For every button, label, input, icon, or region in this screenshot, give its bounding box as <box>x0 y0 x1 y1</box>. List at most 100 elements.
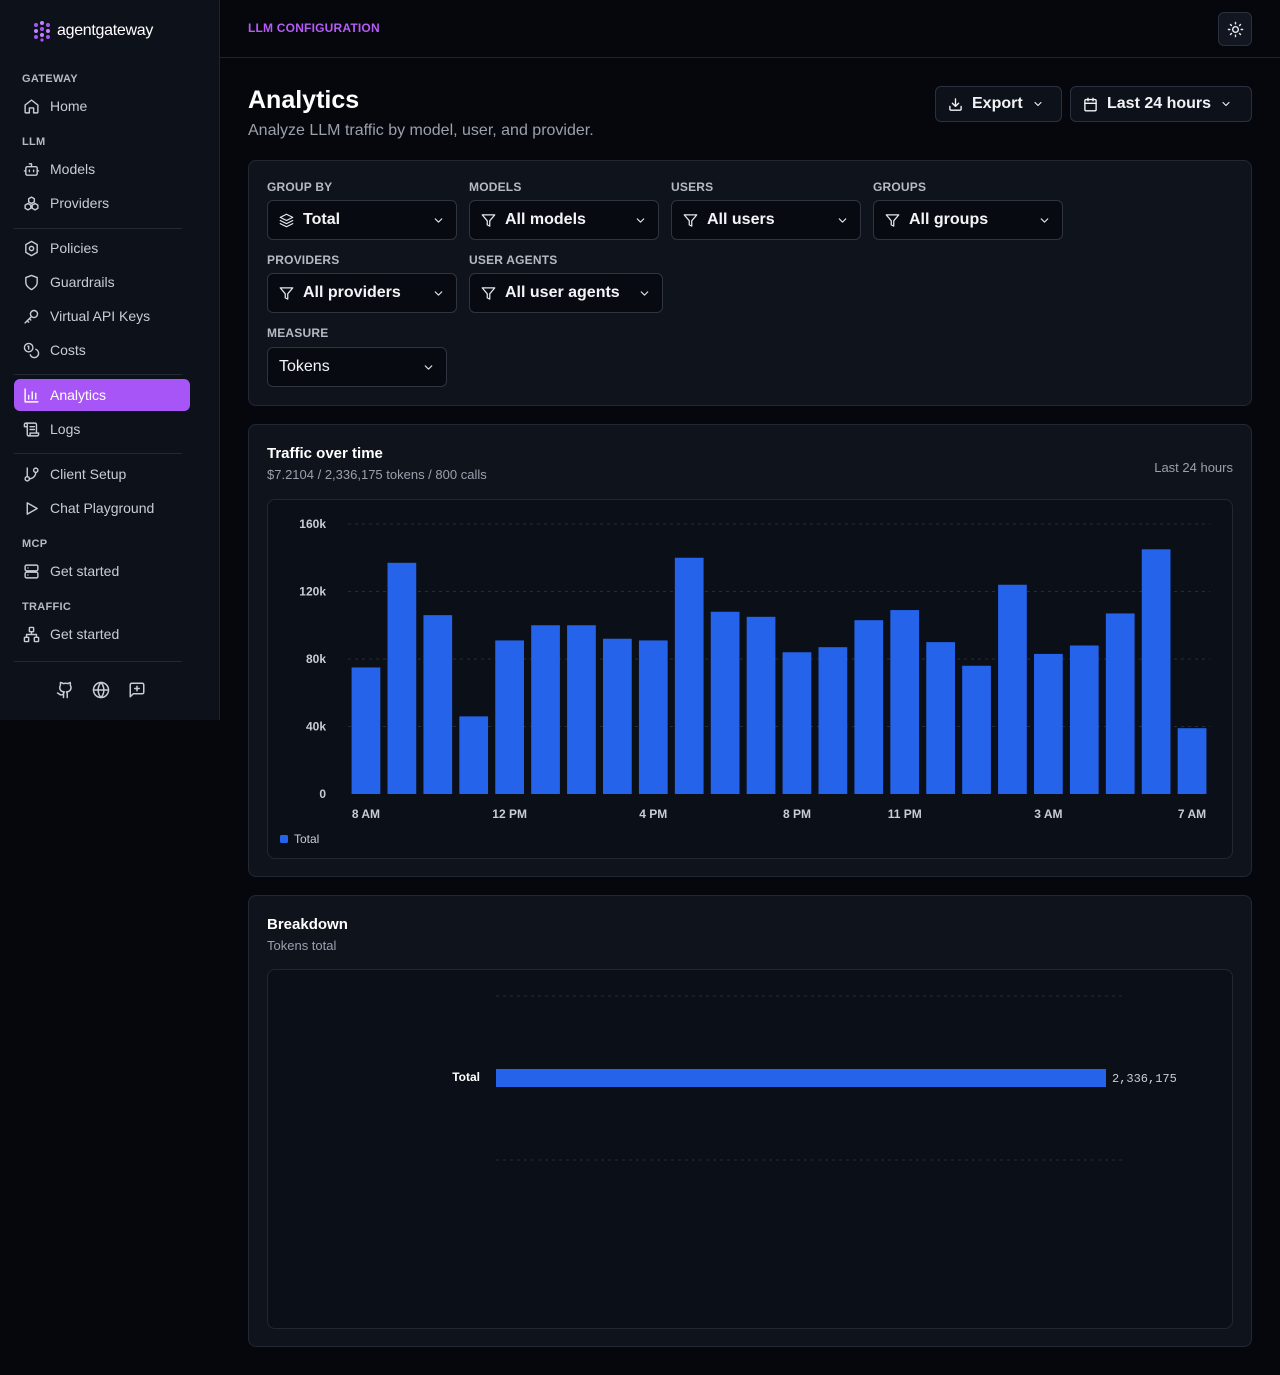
breakdown-title: Breakdown <box>267 916 348 933</box>
sidebar-item-guardrails[interactable]: Guardrails <box>14 266 190 298</box>
traffic-bar[interactable] <box>1177 728 1207 794</box>
traffic-bar[interactable] <box>1141 549 1171 794</box>
filter-icon <box>885 213 900 227</box>
filter-icon <box>481 213 496 227</box>
traffic-bar[interactable] <box>782 652 812 794</box>
breakdown-bar-chart: Total 2,336,175 <box>452 995 1177 1161</box>
traffic-bar[interactable] <box>531 625 560 794</box>
server-icon <box>24 563 39 579</box>
traffic-bar[interactable] <box>926 642 955 794</box>
bar-chart-icon <box>24 387 39 403</box>
breakdown-chart-container: Total 2,336,175 <box>267 969 1233 1329</box>
breakdown-bar[interactable] <box>496 1069 1106 1087</box>
globe-icon[interactable] <box>92 681 110 699</box>
groups-label: GROUPS <box>873 180 927 194</box>
measure-label: MEASURE <box>267 326 329 340</box>
traffic-bar[interactable] <box>746 616 776 794</box>
traffic-bar[interactable] <box>674 557 704 794</box>
traffic-bar[interactable] <box>854 620 884 794</box>
sidebar-item-traffic-get-started[interactable]: Get started <box>14 618 190 650</box>
sidebar-divider <box>14 453 182 454</box>
traffic-bar[interactable] <box>710 611 740 794</box>
traffic-bar[interactable] <box>459 716 489 794</box>
x-tick-label: 11 PM <box>888 807 922 821</box>
shield-icon <box>25 274 38 290</box>
users-select[interactable]: All users <box>671 200 861 240</box>
users-value: All users <box>707 211 775 228</box>
legend-swatch <box>280 835 288 843</box>
export-button[interactable]: Export <box>935 86 1062 122</box>
download-icon <box>949 97 962 111</box>
traffic-bar[interactable] <box>962 665 991 794</box>
groups-select[interactable]: All groups <box>873 200 1063 240</box>
chevron-down-icon <box>434 290 443 296</box>
github-icon[interactable] <box>56 681 74 699</box>
group-by-label: GROUP BY <box>267 180 333 194</box>
traffic-bar[interactable] <box>1105 613 1135 794</box>
x-tick-label: 8 AM <box>352 807 380 821</box>
group-by-value: Total <box>303 211 341 228</box>
sidebar-item-logs[interactable]: Logs <box>14 413 190 445</box>
measure-value: Tokens <box>279 358 330 375</box>
time-range-button[interactable]: Last 24 hours <box>1070 86 1252 122</box>
sidebar-item-virtual-api-keys[interactable]: Virtual API Keys <box>14 300 190 332</box>
traffic-range: Last 24 hours <box>1154 460 1233 475</box>
traffic-bar[interactable] <box>1034 653 1063 794</box>
sidebar-item-mcp-get-started[interactable]: Get started <box>14 555 190 587</box>
sidebar-item-label: Get started <box>50 563 120 579</box>
user-agents-value: All user agents <box>505 284 620 301</box>
models-select[interactable]: All models <box>469 200 659 240</box>
traffic-bar[interactable] <box>567 625 596 794</box>
sidebar-item-models[interactable]: Models <box>14 153 190 185</box>
sidebar-item-costs[interactable]: Costs <box>14 334 190 366</box>
filter-icon <box>481 286 496 300</box>
traffic-bar[interactable] <box>603 638 632 794</box>
traffic-chart-container: 0 40k 80k 120k 160k 8 AM 12 PM 4 PM 8 PM 11 PM 3 A… <box>267 499 1233 859</box>
feedback-icon[interactable] <box>128 681 146 699</box>
chevron-down-icon <box>424 364 433 370</box>
home-icon <box>24 98 39 114</box>
chevron-down-icon <box>434 217 443 223</box>
group-by-select[interactable]: Total <box>267 200 457 240</box>
providers-value: All providers <box>303 284 401 301</box>
traffic-bar-chart: 0 40k 80k 120k 160k 8 AM 12 PM 4 PM 8 PM 11 PM 3 A… <box>280 517 1210 846</box>
sidebar-item-policies[interactable]: Policies <box>14 232 190 264</box>
theme-toggle-button[interactable] <box>1218 12 1252 46</box>
chevron-down-icon <box>1222 101 1230 107</box>
network-icon <box>23 626 40 642</box>
traffic-bar[interactable] <box>351 667 381 794</box>
sidebar-item-providers[interactable]: Providers <box>14 187 190 219</box>
traffic-bar[interactable] <box>638 640 668 794</box>
legend-label[interactable]: Total <box>294 832 319 846</box>
sidebar-item-analytics[interactable]: Analytics <box>14 379 190 411</box>
traffic-bar[interactable] <box>495 640 524 794</box>
sun-icon <box>1227 21 1243 37</box>
groups-value: All groups <box>909 211 989 228</box>
x-tick-label: 8 PM <box>783 807 811 821</box>
breakdown-card: Breakdown Tokens total Total 2,336,175 <box>248 895 1252 1347</box>
sidebar-item-label: Virtual API Keys <box>50 308 151 324</box>
sidebar-item-chat-playground[interactable]: Chat Playground <box>14 492 190 524</box>
y-tick-label: 120k <box>299 585 326 599</box>
traffic-bar[interactable] <box>998 584 1027 794</box>
user-agents-select[interactable]: All user agents <box>469 273 663 313</box>
providers-select[interactable]: All providers <box>267 273 457 313</box>
traffic-bar[interactable] <box>890 610 920 794</box>
chevron-down-icon <box>636 217 645 223</box>
calendar-icon <box>1084 97 1097 111</box>
brand-logo[interactable]: agentgateway <box>33 20 153 42</box>
sidebar-item-label: Analytics <box>50 387 107 403</box>
measure-select[interactable]: Tokens <box>267 347 447 387</box>
traffic-bar[interactable] <box>387 562 417 794</box>
category-label: Total <box>452 1070 480 1084</box>
traffic-bar[interactable] <box>423 615 453 794</box>
value-label: 2,336,175 <box>1112 1072 1177 1086</box>
traffic-bar[interactable] <box>1069 645 1099 795</box>
traffic-over-time-card: Traffic over time $7.2104 / 2,336,175 to… <box>248 424 1252 877</box>
sidebar-item-client-setup[interactable]: Client Setup <box>14 458 190 490</box>
time-range-label: Last 24 hours <box>1107 95 1212 112</box>
sidebar-item-home[interactable]: Home <box>14 90 190 122</box>
traffic-bar[interactable] <box>818 647 848 794</box>
sidebar: agentgateway GATEWAY Home LLM Models Pro… <box>0 0 220 720</box>
providers-label: PROVIDERS <box>267 253 340 267</box>
